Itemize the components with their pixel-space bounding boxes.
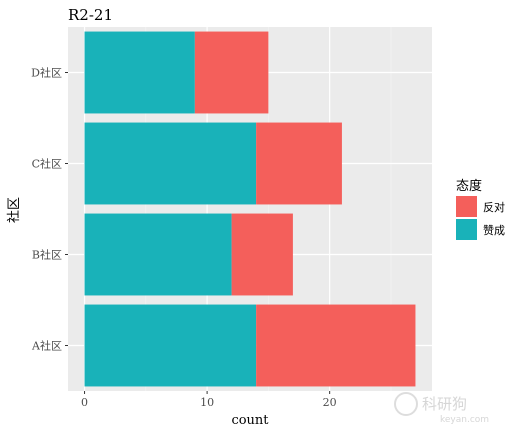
bar-segment (231, 213, 293, 296)
y-tick-label: D社区 (31, 66, 62, 80)
bar-segment (84, 213, 232, 296)
x-axis: 0 10 20 (81, 391, 337, 409)
bars (84, 31, 416, 387)
bar-segment (84, 122, 257, 205)
y-tick-label: C社区 (32, 157, 62, 171)
x-tick-label: 0 (81, 396, 88, 409)
bar-segment (256, 122, 342, 205)
y-axis-title: 社区 (6, 197, 22, 223)
legend-key-approve (456, 219, 477, 240)
legend-key-oppose (456, 196, 477, 217)
x-axis-title: count (231, 413, 269, 428)
legend-title: 态度 (456, 178, 482, 194)
x-tick-label: 10 (200, 396, 214, 409)
watermark-logo-text: 科研狗 (422, 395, 467, 413)
watermark-logo-icon (394, 392, 418, 416)
watermark-text: keyan.com (440, 415, 489, 425)
watermark: 科研狗 keyan.com (394, 392, 489, 425)
bar-segment (84, 31, 195, 114)
legend-label-approve: 赞成 (483, 224, 505, 237)
y-tick-label: B社区 (32, 248, 62, 262)
x-tick-label: 20 (323, 396, 337, 409)
bar-segment (194, 31, 269, 114)
y-axis: A社区 B社区 C社区 D社区 (31, 66, 68, 353)
chart-title: R2-21 (68, 6, 113, 24)
legend: 态度 反对 赞成 (456, 178, 505, 240)
bar-segment (256, 304, 416, 387)
y-tick-label: A社区 (31, 339, 62, 353)
legend-label-oppose: 反对 (483, 200, 505, 214)
bar-segment (84, 304, 257, 387)
